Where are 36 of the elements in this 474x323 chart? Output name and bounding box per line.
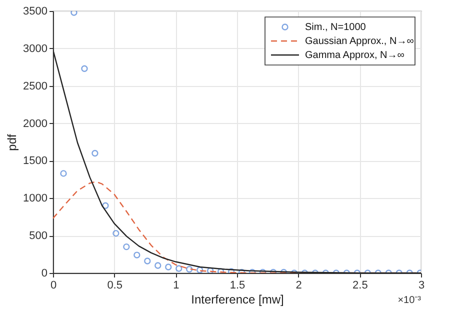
y-tick-label: 2000	[23, 118, 48, 130]
point	[81, 65, 88, 72]
x-tick-label: 0.5	[107, 280, 122, 292]
point	[60, 170, 67, 177]
x-tick-label: 0	[50, 280, 57, 292]
x-tick-label: 1	[173, 280, 180, 292]
point	[196, 266, 204, 273]
y-tick-label: 1000	[23, 192, 48, 205]
point	[165, 264, 172, 270]
legend-label: Gamma Approx, N→∞	[305, 50, 404, 61]
point	[176, 265, 182, 272]
x-axis-title: Interference [mw]	[191, 292, 284, 306]
point	[154, 262, 162, 269]
legend-label: Gaussian Approx., N→∞	[305, 36, 414, 47]
y-tick-label: 2500	[23, 80, 48, 92]
x-tick-label: 2	[296, 280, 302, 292]
y-tick-label: 3000	[23, 42, 48, 55]
text: ×10⁻³	[398, 295, 422, 306]
y-axis-title: pdf	[5, 133, 20, 151]
point	[134, 252, 140, 258]
x-tick-label: 1.5	[230, 280, 246, 292]
x-tick-label: 3	[418, 280, 425, 292]
point	[206, 267, 214, 273]
point	[102, 202, 109, 209]
y-tick-label: 500	[29, 230, 48, 242]
point	[144, 258, 151, 264]
y-tick-label: 1500	[23, 155, 48, 168]
point	[70, 11, 78, 16]
point	[92, 150, 98, 157]
y-tick-label: 3500	[23, 6, 48, 18]
point	[112, 230, 120, 237]
y-tick-label: 0	[41, 268, 48, 280]
legend-label: Sim., N=1000	[305, 22, 366, 33]
x-tick-label: 2.5	[352, 280, 368, 292]
point	[186, 266, 193, 273]
point	[123, 243, 130, 250]
